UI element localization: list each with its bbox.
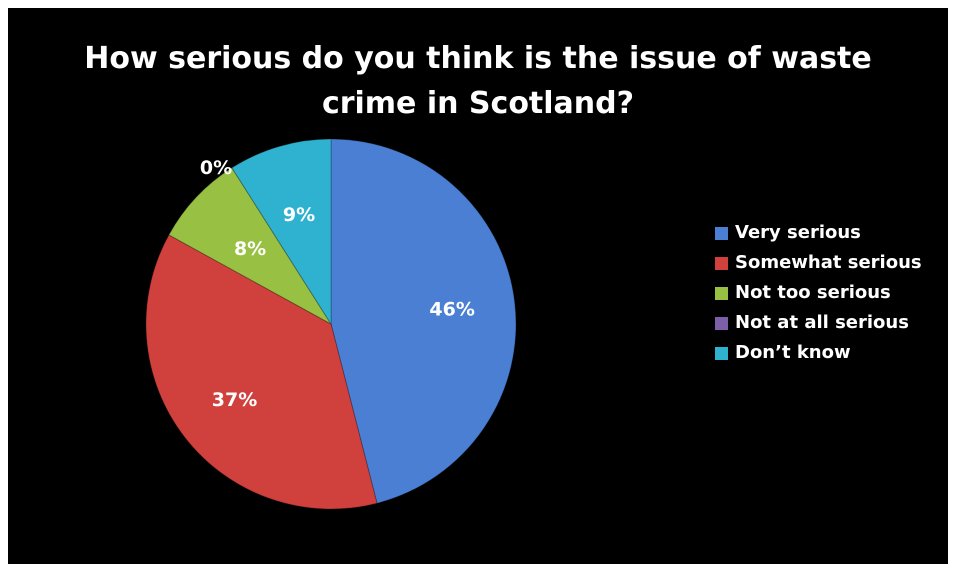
- legend-label: Somewhat serious: [735, 252, 922, 273]
- legend-swatch: [715, 286, 728, 300]
- chart-title-line-2: crime in Scotland?: [321, 86, 635, 121]
- pie-chart: 46% 37% 8% 0% 9%: [145, 138, 517, 510]
- legend-label: Not too serious: [735, 282, 891, 303]
- data-label-not-at-all-serious: 0%: [200, 157, 232, 179]
- legend-swatch: [715, 256, 728, 270]
- pie-slice-don-t-know: [231, 138, 332, 326]
- data-label-somewhat-serious: 37%: [212, 389, 257, 411]
- legend-label: Very serious: [735, 222, 861, 243]
- pie-slice-not-too-serious: [168, 167, 332, 325]
- legend-swatch: [715, 226, 728, 240]
- pie-slice-very-serious: [330, 138, 517, 504]
- chart-title: How serious do you think is the issue of…: [8, 36, 948, 126]
- data-label-not-too-serious: 8%: [234, 238, 266, 260]
- legend-label: Not at all serious: [735, 312, 909, 333]
- legend-item-somewhat-serious: Somewhat serious: [715, 248, 922, 278]
- legend-swatch: [715, 346, 728, 360]
- chart-area: How serious do you think is the issue of…: [8, 8, 948, 564]
- legend-item-not-too-serious: Not too serious: [715, 278, 922, 308]
- legend-item-very-serious: Very serious: [715, 218, 922, 248]
- legend-item-dont-know: Don’t know: [715, 338, 922, 368]
- data-label-don-t-know: 9%: [283, 204, 315, 226]
- pie-slice-somewhat-serious: [145, 234, 378, 510]
- legend-swatch: [715, 316, 728, 330]
- legend-item-not-at-all-serious: Not at all serious: [715, 308, 922, 338]
- data-label-very-serious: 46%: [429, 299, 474, 321]
- chart-title-line-1: How serious do you think is the issue of…: [84, 41, 872, 76]
- legend-label: Don’t know: [735, 342, 851, 363]
- legend: Very serious Somewhat serious Not too se…: [715, 218, 922, 368]
